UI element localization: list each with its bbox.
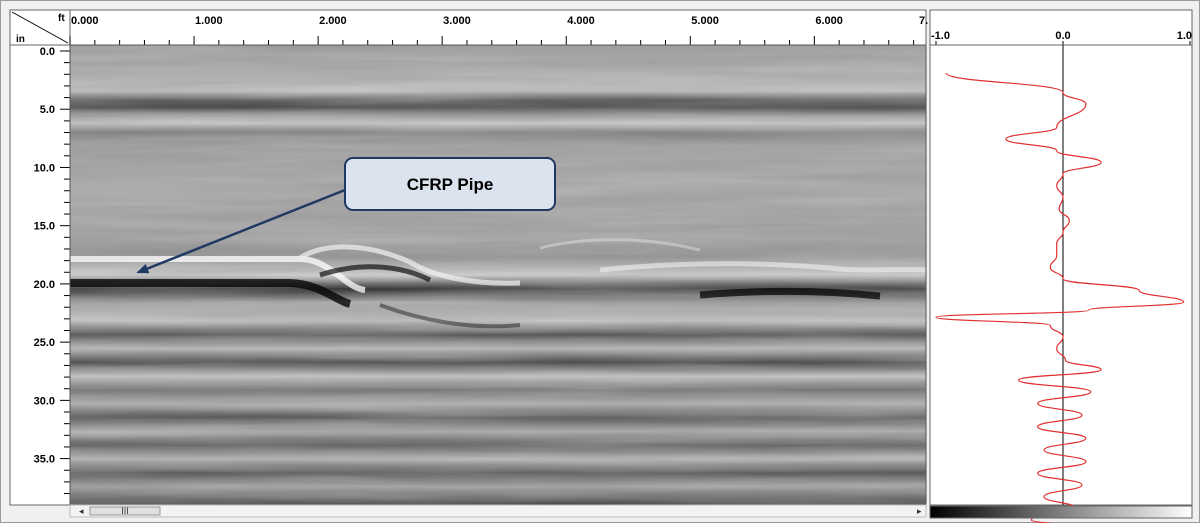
trace-axis — [929, 9, 1193, 46]
x-tick-label: 6.000 — [815, 15, 843, 27]
y-tick-label: 15.0 — [34, 221, 55, 233]
reflection-features — [70, 45, 926, 505]
scroll-left-arrow[interactable]: ◂ — [79, 506, 84, 516]
callout-box — [344, 157, 556, 211]
x-tick-label: 1.000 — [195, 15, 223, 27]
horizontal-ruler-ticks: 0.000 1.000 2.000 3.000 4.000 5.000 6.000 7. — [69, 15, 928, 45]
y-tick-label: 30.0 — [34, 395, 55, 407]
trace-waveform — [935, 72, 1185, 523]
amplitude-color-scale — [929, 505, 1193, 519]
trace-tick-label: 0.0 — [1055, 30, 1070, 42]
x-tick-label: 7. — [919, 15, 928, 27]
horizontal-scrollbar[interactable]: ◂ III ▸ — [69, 504, 927, 518]
x-tick-label: 2.000 — [319, 15, 347, 27]
horizontal-unit-label: ft — [58, 13, 65, 24]
x-tick-label: 5.000 — [691, 15, 719, 27]
trace-tick-label: -1.0 — [931, 30, 950, 42]
x-tick-label: 0.000 — [71, 15, 99, 27]
radargram-plot — [69, 44, 927, 506]
trace-tick-label: 1.0 — [1177, 30, 1192, 42]
scrollbar-thumb[interactable] — [89, 506, 161, 516]
callout-label: CFRP Pipe — [407, 175, 494, 194]
y-tick-label: 35.0 — [34, 454, 55, 466]
x-tick-label: 4.000 — [567, 15, 595, 27]
y-tick-label: 5.0 — [40, 104, 55, 116]
axis-corner: ft in — [9, 9, 71, 46]
trace-panel: -1.0 0.0 1.0 — [929, 9, 1193, 523]
y-tick-label: 10.0 — [34, 162, 55, 174]
x-tick-label: 3.000 — [443, 15, 471, 27]
y-tick-label: 20.0 — [34, 279, 55, 291]
scroll-right-arrow[interactable]: ▸ — [917, 506, 922, 516]
trace-axis-ticks: -1.0 0.0 1.0 — [931, 30, 1192, 45]
vertical-ruler — [9, 44, 71, 506]
vertical-unit-label: in — [16, 34, 25, 45]
vertical-ruler-ticks: 0.0 5.0 10.0 15.0 20.0 25.0 30.0 35.0 — [34, 46, 70, 495]
callout-arrow — [136, 188, 346, 274]
y-tick-label: 0.0 — [40, 46, 55, 58]
cfrp-pipe-callout: CFRP Pipe — [136, 157, 556, 274]
y-tick-label: 25.0 — [34, 337, 55, 349]
scrollbar-thumb-grip: III — [121, 506, 129, 516]
